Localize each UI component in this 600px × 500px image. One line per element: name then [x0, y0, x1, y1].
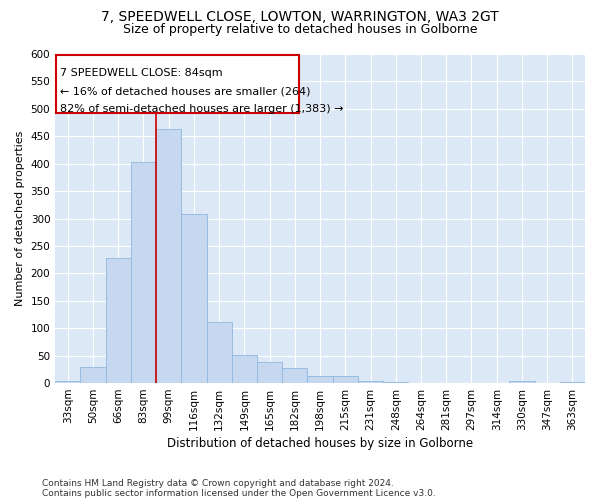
Bar — [80, 366, 106, 383]
Bar — [131, 162, 156, 383]
Text: Contains HM Land Registry data © Crown copyright and database right 2024.: Contains HM Land Registry data © Crown c… — [42, 478, 394, 488]
Text: Contains public sector information licensed under the Open Government Licence v3: Contains public sector information licen… — [42, 488, 436, 498]
Text: 7 SPEEDWELL CLOSE: 84sqm: 7 SPEEDWELL CLOSE: 84sqm — [60, 68, 223, 78]
Bar — [257, 362, 282, 383]
Text: 82% of semi-detached houses are larger (1,383) →: 82% of semi-detached houses are larger (… — [60, 104, 344, 115]
Bar — [560, 382, 585, 383]
Text: ← 16% of detached houses are smaller (264): ← 16% of detached houses are smaller (26… — [60, 86, 311, 97]
Bar — [332, 376, 358, 383]
Bar — [206, 322, 232, 383]
Text: 7, SPEEDWELL CLOSE, LOWTON, WARRINGTON, WA3 2GT: 7, SPEEDWELL CLOSE, LOWTON, WARRINGTON, … — [101, 10, 499, 24]
FancyBboxPatch shape — [56, 54, 299, 113]
Bar — [181, 214, 206, 383]
Bar — [307, 376, 332, 383]
Bar — [509, 382, 535, 383]
Bar — [383, 382, 409, 383]
Bar — [232, 354, 257, 383]
Y-axis label: Number of detached properties: Number of detached properties — [15, 131, 25, 306]
Bar — [55, 382, 80, 383]
Bar — [358, 382, 383, 383]
Bar — [156, 129, 181, 383]
Bar — [106, 258, 131, 383]
Bar — [282, 368, 307, 383]
Text: Size of property relative to detached houses in Golborne: Size of property relative to detached ho… — [123, 22, 477, 36]
X-axis label: Distribution of detached houses by size in Golborne: Distribution of detached houses by size … — [167, 437, 473, 450]
